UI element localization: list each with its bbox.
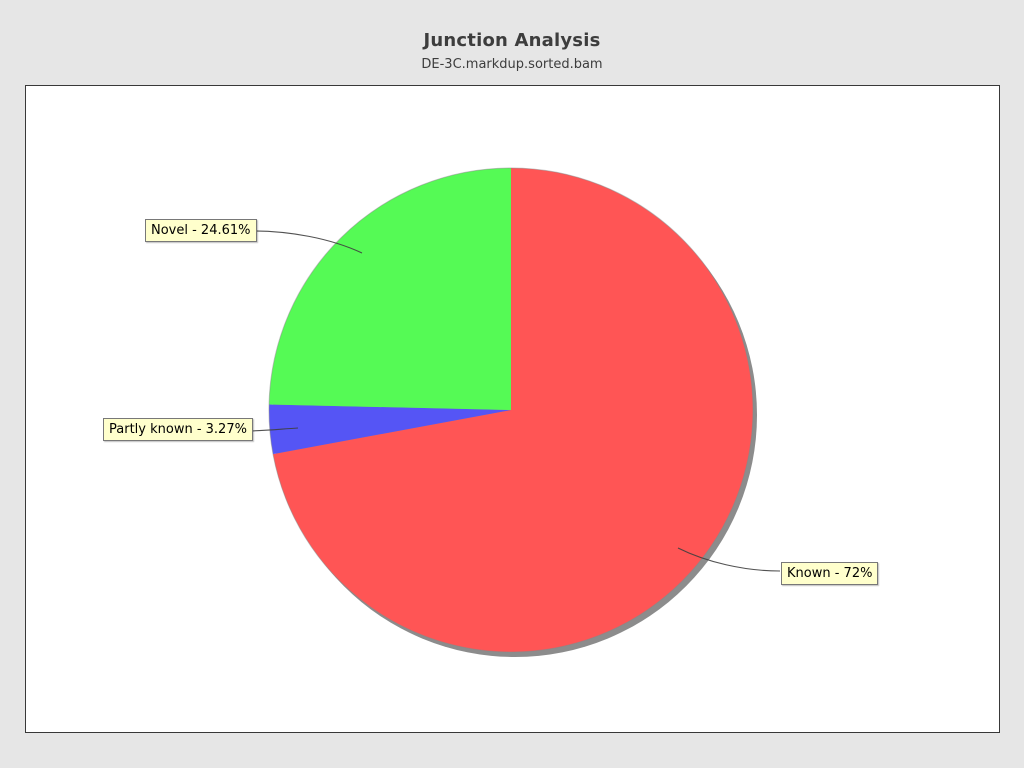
pie-slice-partly-known (269, 404, 511, 455)
connector-line-novel (243, 230, 363, 254)
pie-slice-novel (269, 168, 511, 410)
pie-slices (269, 168, 753, 652)
callout-partly-known: Partly known - 3.27% (103, 418, 253, 441)
callout-known: Known - 72% (781, 562, 879, 585)
connector-line-known (677, 547, 781, 572)
chart-header: Junction Analysis DE-3C.markdup.sorted.b… (0, 30, 1024, 72)
chart-title: Junction Analysis (423, 30, 601, 51)
pie-outline (268, 167, 754, 653)
chart-subtitle: DE-3C.markdup.sorted.bam (421, 57, 603, 72)
pie-slice-known (273, 168, 753, 652)
callout-novel: Novel - 24.61% (145, 219, 257, 242)
